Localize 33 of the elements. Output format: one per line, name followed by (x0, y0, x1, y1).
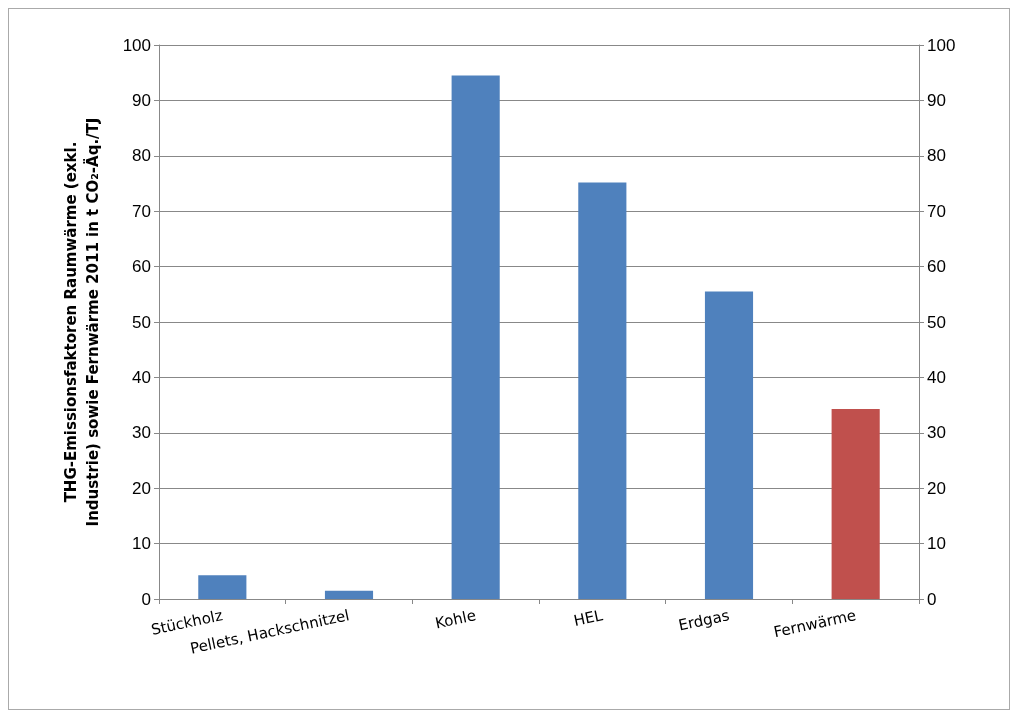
x-tick-label: Erdgas (676, 606, 732, 635)
bar (198, 575, 247, 599)
y-tick-label: 20 (132, 478, 151, 498)
y2-tick-label: 80 (927, 146, 946, 166)
x-tick-label: Kohle (433, 606, 478, 633)
bar (324, 590, 374, 599)
y2-tick-label: 20 (927, 478, 946, 498)
y2-tick-label: 100 (927, 35, 956, 55)
y2-tick-label: 90 (927, 90, 946, 110)
y2-tick-label: 50 (927, 312, 946, 332)
x-tick-label: Fernwärme (772, 606, 858, 642)
y2-tick-label: 0 (927, 589, 937, 609)
x-tick-label: HEL (572, 606, 605, 630)
bar (578, 182, 627, 599)
y2-tick-label: 70 (927, 201, 946, 221)
y-tick-label: 30 (132, 423, 151, 443)
bar (451, 75, 500, 599)
y-tick-label: 70 (132, 201, 151, 221)
y-tick-label: 60 (132, 257, 151, 277)
y-tick-label: 10 (132, 534, 151, 554)
bar (704, 291, 754, 599)
y-tick-label: 80 (132, 146, 151, 166)
bar (831, 408, 880, 599)
y2-tick-label: 60 (927, 257, 946, 277)
y-axis-title: THG-Emissionsfaktoren Raumwärme (exkl. Industrie) sowie Fernwärme 2011 in t CO₂-Äq./TJ (62, 117, 102, 527)
y-tick-label: 100 (122, 35, 151, 55)
y-tick-label: 50 (132, 312, 151, 332)
y-tick-label: 90 (132, 90, 151, 110)
y-tick-label: 40 (132, 367, 151, 387)
y-tick-label: 0 (141, 589, 151, 609)
y2-tick-label: 30 (927, 423, 946, 443)
y2-tick-label: 40 (927, 367, 946, 387)
y2-tick-label: 10 (927, 534, 946, 554)
